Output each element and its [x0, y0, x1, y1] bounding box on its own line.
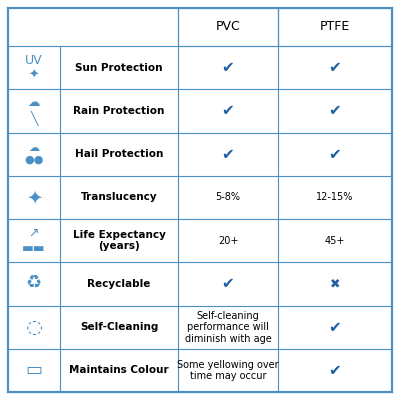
Text: 20+: 20+: [218, 236, 238, 246]
Text: 12-15%: 12-15%: [316, 192, 354, 202]
Text: ✦: ✦: [26, 188, 42, 207]
Text: Sun Protection: Sun Protection: [75, 63, 163, 73]
Text: ▭: ▭: [26, 361, 42, 379]
Text: ✔: ✔: [329, 60, 341, 75]
Text: Maintains Colour: Maintains Colour: [69, 365, 169, 375]
Text: ✔: ✔: [329, 363, 341, 378]
Text: Translucency: Translucency: [81, 192, 157, 202]
Text: ✔: ✔: [222, 276, 234, 291]
Text: Life Expectancy
(years): Life Expectancy (years): [72, 230, 166, 252]
Text: ✔: ✔: [329, 103, 341, 118]
Text: ✔: ✔: [222, 147, 234, 162]
Text: ☁
●●: ☁ ●●: [24, 143, 44, 165]
Text: ✔: ✔: [222, 103, 234, 118]
Text: ✔: ✔: [329, 147, 341, 162]
Text: ☁
╲: ☁ ╲: [28, 96, 40, 126]
Text: UV
✦: UV ✦: [25, 54, 43, 82]
Text: ♻: ♻: [26, 275, 42, 293]
Text: ✔: ✔: [222, 60, 234, 75]
Text: ✔: ✔: [329, 320, 341, 335]
Text: Hail Protection: Hail Protection: [75, 149, 163, 159]
Text: ◌: ◌: [26, 318, 42, 337]
Text: PTFE: PTFE: [320, 20, 350, 34]
Text: ✖: ✖: [330, 277, 340, 290]
Text: 45+: 45+: [325, 236, 345, 246]
Text: Rain Protection: Rain Protection: [73, 106, 165, 116]
Text: Self-Cleaning: Self-Cleaning: [80, 322, 158, 332]
Text: ↗
▬▬: ↗ ▬▬: [22, 227, 46, 255]
Text: Recyclable: Recyclable: [87, 279, 151, 289]
Text: Some yellowing over
time may occur: Some yellowing over time may occur: [177, 360, 279, 381]
Bar: [278, 8, 392, 46]
Bar: [178, 8, 278, 46]
Text: 5-8%: 5-8%: [216, 192, 240, 202]
Text: PVC: PVC: [216, 20, 240, 34]
Text: Self-cleaning
performance will
diminish with age: Self-cleaning performance will diminish …: [185, 310, 271, 344]
